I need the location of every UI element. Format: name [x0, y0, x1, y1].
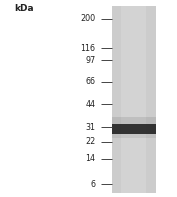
Bar — [121, 6, 146, 193]
Text: 31: 31 — [86, 123, 96, 132]
Text: 6: 6 — [91, 180, 96, 189]
Bar — [112, 135, 156, 138]
Text: 66: 66 — [86, 77, 96, 86]
Text: 116: 116 — [81, 44, 96, 53]
Text: 200: 200 — [81, 14, 96, 23]
Text: 22: 22 — [85, 137, 96, 146]
Text: 14: 14 — [86, 154, 96, 163]
Bar — [112, 6, 156, 193]
Text: 97: 97 — [85, 56, 96, 65]
Text: kDa: kDa — [14, 4, 34, 13]
Bar — [112, 117, 156, 124]
Bar — [112, 124, 156, 135]
Text: 44: 44 — [86, 100, 96, 109]
